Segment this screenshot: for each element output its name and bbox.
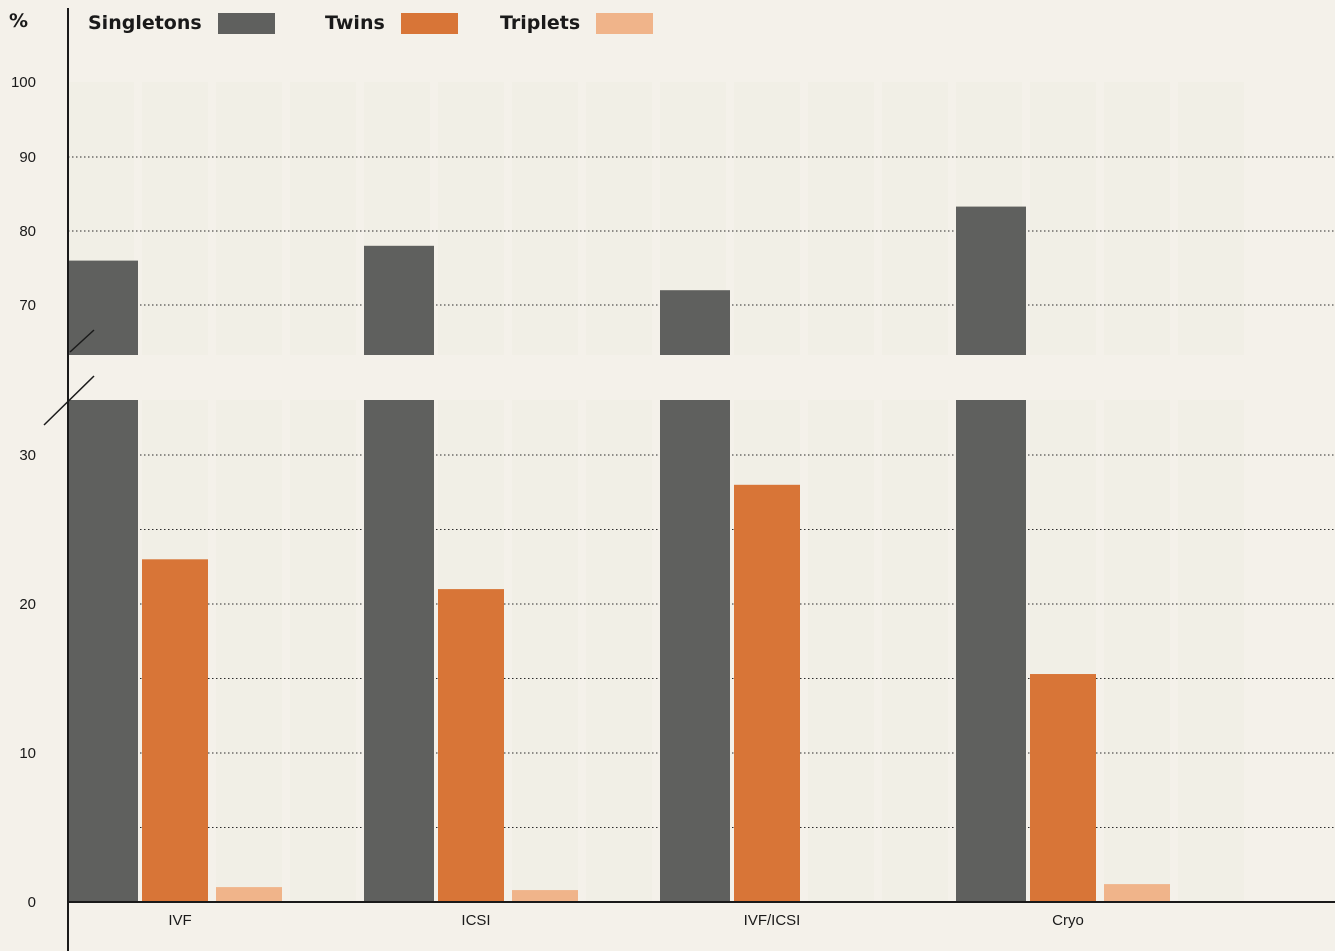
plot-band-lower [882, 400, 948, 902]
plot-band-upper [1030, 82, 1096, 355]
plot-band-upper [1104, 82, 1170, 355]
plot-band-upper [512, 82, 578, 355]
plot-band-lower [1178, 400, 1244, 902]
x-category-label: ICSI [461, 912, 490, 929]
plot-band-upper [142, 82, 208, 355]
y-tick-label: 30 [19, 447, 36, 464]
plot-band-lower [512, 400, 578, 902]
bar-singletons-ivficsi-lower [660, 400, 730, 902]
bar-triplets-cryo [1104, 884, 1170, 902]
bar-singletons-ivf-lower [68, 400, 138, 902]
bar-twins-ivficsi [734, 485, 800, 902]
x-category-label: IVF [168, 912, 191, 929]
bar-singletons-icsi-lower [364, 400, 434, 902]
plot-band-upper [1178, 82, 1244, 355]
y-tick-label: 70 [19, 297, 36, 314]
x-category-label: Cryo [1052, 912, 1084, 929]
y-tick-label: 100 [11, 74, 36, 91]
plot-band-lower [586, 400, 652, 902]
bar-singletons-ivf-upper [68, 261, 138, 355]
bar-triplets-icsi [512, 890, 578, 902]
bar-singletons-cryo-lower [956, 400, 1026, 902]
plot-band-upper [882, 82, 948, 355]
plot-band-upper [586, 82, 652, 355]
y-tick-label: 80 [19, 223, 36, 240]
plot-band-upper [290, 82, 356, 355]
bar-twins-cryo [1030, 674, 1096, 902]
bar-singletons-cryo-upper [956, 207, 1026, 355]
plot-band-upper [808, 82, 874, 355]
y-tick-label: 10 [19, 745, 36, 762]
y-tick-label: 90 [19, 149, 36, 166]
plot-band-lower [290, 400, 356, 902]
x-category-label: IVF/ICSI [744, 912, 801, 929]
plot-band-lower [808, 400, 874, 902]
y-tick-label: 20 [19, 596, 36, 613]
plot-band-upper [438, 82, 504, 355]
bar-singletons-icsi-upper [364, 246, 434, 355]
bar-twins-ivf [142, 559, 208, 902]
y-tick-label: 0 [28, 894, 36, 911]
plot-band-lower [216, 400, 282, 902]
plot-band-lower [1104, 400, 1170, 902]
bar-twins-icsi [438, 589, 504, 902]
plot-band-upper [216, 82, 282, 355]
bar-triplets-ivf [216, 887, 282, 902]
plot-band-upper [734, 82, 800, 355]
bar-singletons-ivficsi-upper [660, 290, 730, 355]
